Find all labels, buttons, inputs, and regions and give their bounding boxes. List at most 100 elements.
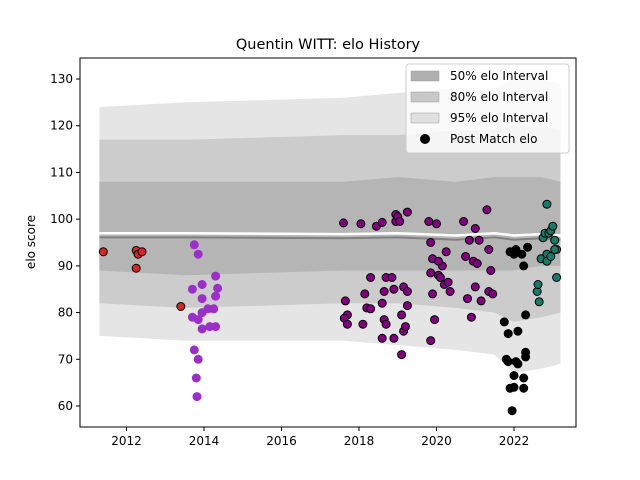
data-point — [519, 261, 529, 271]
data-point — [470, 224, 480, 233]
data-point — [377, 217, 387, 227]
data-point — [379, 287, 389, 296]
data-point — [395, 217, 405, 226]
data-point — [503, 357, 513, 367]
legend-swatch — [410, 112, 440, 124]
data-point — [519, 383, 529, 393]
mean-lines — [99, 231, 561, 241]
data-point — [426, 336, 436, 346]
data-point — [546, 252, 556, 261]
legend-label: 95% elo Interval — [450, 111, 548, 125]
data-point — [402, 207, 412, 217]
data-point — [521, 310, 531, 320]
data-point — [470, 282, 480, 292]
y-tick-label: 80 — [58, 306, 73, 320]
data-point — [550, 235, 560, 245]
band-50 — [99, 177, 561, 276]
data-point — [486, 266, 496, 275]
data-point — [191, 373, 201, 383]
legend-label: 80% elo Interval — [450, 90, 548, 104]
data-point — [461, 252, 471, 261]
y-tick-label: 60 — [58, 399, 73, 413]
data-point — [402, 301, 412, 311]
mean-line-upper — [99, 231, 561, 237]
data-point — [484, 245, 494, 254]
data-point — [193, 354, 203, 364]
data-point — [360, 289, 370, 299]
data-point — [402, 287, 412, 296]
data-point — [513, 326, 523, 336]
legend-swatch — [410, 91, 440, 103]
data-point — [474, 235, 484, 245]
data-point — [197, 324, 207, 334]
data-point — [340, 296, 350, 306]
data-point — [339, 218, 348, 228]
data-point — [137, 247, 147, 257]
legend-swatch — [410, 70, 440, 82]
y-axis-ticks: 60 70 80 90 100 110 120 130 — [50, 72, 80, 413]
data-point — [342, 319, 352, 329]
data-point — [550, 245, 560, 254]
data-point — [509, 371, 519, 381]
data-point — [482, 205, 492, 215]
data-point — [211, 291, 221, 301]
x-tick-label: 2020 — [421, 434, 452, 448]
data-point — [366, 273, 376, 282]
legend-box — [405, 63, 570, 154]
legend-label: 50% elo Interval — [450, 69, 548, 83]
data-point — [519, 373, 529, 383]
y-axis-label: elo score — [24, 215, 38, 269]
y-tick-label: 130 — [50, 72, 73, 86]
x-tick-label: 2016 — [266, 434, 297, 448]
data-point — [176, 302, 186, 311]
data-point — [499, 317, 509, 327]
x-tick-label: 2018 — [344, 434, 375, 448]
data-point — [433, 256, 443, 266]
data-point — [401, 322, 410, 332]
data-point — [197, 308, 207, 318]
data-point — [513, 359, 523, 369]
y-tick-label: 90 — [58, 259, 73, 273]
data-point — [358, 319, 368, 329]
data-point — [472, 259, 482, 268]
x-axis-ticks: 2012 2014 2016 2018 2020 2022 — [111, 427, 529, 448]
data-point — [187, 284, 197, 294]
y-tick-label: 70 — [58, 352, 73, 366]
data-point — [445, 287, 455, 296]
data-point — [189, 240, 199, 250]
data-point — [517, 249, 527, 259]
data-point — [192, 392, 202, 402]
data-point — [377, 333, 387, 343]
data-point — [366, 304, 376, 314]
data-point — [131, 263, 141, 273]
data-point — [523, 242, 533, 252]
y-tick-label: 110 — [50, 165, 73, 179]
x-tick-label: 2022 — [499, 434, 530, 448]
data-point — [435, 273, 445, 282]
data-point — [509, 382, 519, 392]
data-point — [432, 219, 441, 229]
data-point — [511, 245, 521, 254]
data-point — [507, 406, 517, 416]
data-point — [356, 219, 366, 229]
data-point — [476, 296, 486, 306]
data-point — [197, 280, 207, 289]
data-point — [211, 271, 221, 281]
data-point — [463, 294, 472, 304]
data-point — [193, 249, 203, 259]
data-point — [213, 283, 223, 293]
chart-title: Quentin WITT: elo History — [236, 37, 421, 53]
data-point — [397, 350, 407, 360]
axes-frame — [79, 57, 577, 428]
data-point — [428, 289, 438, 299]
data-point — [534, 297, 544, 307]
data-point — [552, 273, 562, 282]
data-point — [389, 284, 399, 294]
data-point — [503, 329, 513, 339]
data-point — [197, 294, 207, 304]
y-tick-label: 100 — [50, 212, 73, 226]
data-point — [211, 322, 221, 332]
mean-line-lower — [99, 236, 561, 241]
data-point — [533, 280, 543, 289]
data-point — [430, 315, 440, 325]
